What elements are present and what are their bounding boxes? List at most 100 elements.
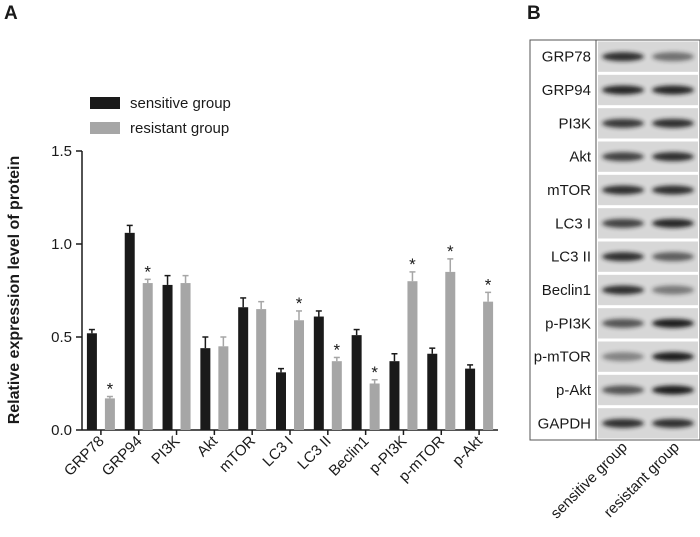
blot-label: Beclin1 bbox=[542, 282, 591, 299]
y-tick-label: 0.5 bbox=[51, 329, 72, 346]
error-bar bbox=[315, 310, 322, 317]
error-bar bbox=[202, 336, 209, 349]
error-bar bbox=[144, 278, 151, 284]
error-bar bbox=[467, 364, 474, 369]
y-tick-label: 1.0 bbox=[51, 236, 72, 253]
blot-band bbox=[602, 185, 644, 195]
blot-band bbox=[602, 152, 644, 162]
y-axis-title: Relative expression level of protein bbox=[6, 156, 23, 425]
x-tick-label: Beclin1 bbox=[326, 433, 373, 480]
blot-band bbox=[652, 52, 694, 62]
bar bbox=[313, 316, 324, 430]
blot-frame: GRP78 GRP94 PI3K Akt mTOR LC3 I LC3 II Beclin1 p… bbox=[529, 39, 700, 522]
error-bar bbox=[391, 352, 398, 362]
significance-marker: * bbox=[107, 380, 114, 399]
bar bbox=[86, 333, 97, 430]
blot-band bbox=[602, 318, 644, 328]
legend-label: resistant group bbox=[130, 120, 229, 137]
blot-label: GRP78 bbox=[542, 49, 591, 66]
error-bar bbox=[485, 291, 492, 302]
blot-label: p-PI3K bbox=[545, 315, 591, 332]
legend-swatch bbox=[90, 97, 120, 109]
blot-label: p-Akt bbox=[556, 382, 592, 399]
blot-band bbox=[602, 418, 644, 428]
error-bar bbox=[296, 310, 302, 321]
significance-marker: * bbox=[334, 340, 341, 359]
blot-band bbox=[602, 285, 644, 295]
blot-band bbox=[602, 118, 644, 128]
significance-marker: * bbox=[447, 242, 454, 261]
blot-label: PI3K bbox=[558, 115, 591, 132]
bar bbox=[331, 361, 342, 430]
blot-label: GRP94 bbox=[542, 82, 591, 99]
error-bar bbox=[333, 356, 340, 362]
bar bbox=[294, 320, 304, 430]
y-tick-label: 0.0 bbox=[51, 422, 72, 439]
blot-band bbox=[652, 418, 694, 428]
error-bar bbox=[447, 258, 454, 272]
bar bbox=[142, 283, 153, 430]
bar bbox=[218, 346, 229, 430]
bar bbox=[276, 372, 286, 430]
error-bar bbox=[240, 297, 247, 308]
blot-band bbox=[652, 252, 694, 262]
blot-label: LC3 I bbox=[555, 215, 591, 232]
bar bbox=[256, 309, 267, 430]
error-bar bbox=[371, 379, 378, 384]
bar bbox=[427, 353, 438, 430]
significance-marker: * bbox=[485, 275, 492, 294]
error-bar bbox=[429, 347, 436, 354]
error-bar bbox=[182, 274, 189, 284]
error-bar bbox=[88, 328, 95, 334]
x-tick-label: p-Akt bbox=[449, 432, 486, 469]
blot-band bbox=[602, 385, 644, 395]
bar bbox=[238, 307, 249, 430]
blot-band bbox=[652, 285, 694, 295]
x-tick-label: Akt bbox=[194, 432, 222, 460]
blot-band bbox=[652, 185, 694, 195]
legend-swatch bbox=[90, 122, 120, 134]
blot-band bbox=[652, 85, 694, 95]
error-bar bbox=[220, 336, 227, 347]
legend-label: sensitive group bbox=[130, 95, 231, 112]
bar bbox=[465, 368, 476, 430]
blot-band bbox=[652, 385, 694, 395]
bar bbox=[369, 383, 380, 430]
bar bbox=[162, 284, 173, 430]
blot-label: Akt bbox=[569, 149, 592, 166]
bar bbox=[483, 301, 494, 430]
blot-label: LC3 II bbox=[551, 249, 591, 266]
blot-band bbox=[652, 318, 694, 328]
panel-label: A bbox=[4, 3, 18, 24]
bar bbox=[407, 281, 418, 430]
error-bar bbox=[278, 367, 284, 373]
blot-band bbox=[652, 352, 694, 362]
error-bar bbox=[106, 395, 113, 399]
error-bar bbox=[353, 328, 360, 336]
y-tick-label: 1.5 bbox=[51, 143, 72, 160]
blot-band bbox=[602, 52, 644, 62]
blot-label: GAPDH bbox=[538, 415, 591, 432]
blot-band bbox=[602, 352, 644, 362]
bar bbox=[389, 361, 400, 430]
bar bbox=[180, 283, 191, 430]
x-tick-label: mTOR bbox=[216, 433, 259, 476]
significance-marker: * bbox=[144, 262, 151, 281]
bar bbox=[200, 348, 211, 430]
blot-band bbox=[652, 152, 694, 162]
bar bbox=[351, 335, 362, 430]
bar bbox=[124, 232, 135, 430]
significance-marker: * bbox=[296, 294, 303, 313]
bar bbox=[104, 398, 115, 430]
significance-marker: * bbox=[409, 255, 416, 274]
x-tick-label: GRP94 bbox=[99, 433, 146, 480]
error-bar bbox=[126, 224, 133, 233]
error-bar bbox=[258, 300, 265, 310]
blot-band bbox=[602, 85, 644, 95]
blot-band bbox=[602, 218, 644, 228]
x-tick-label: GRP78 bbox=[61, 433, 108, 480]
x-tick-label: LC3 I bbox=[259, 433, 296, 470]
blot-band bbox=[652, 218, 694, 228]
blot-label: mTOR bbox=[547, 182, 591, 199]
